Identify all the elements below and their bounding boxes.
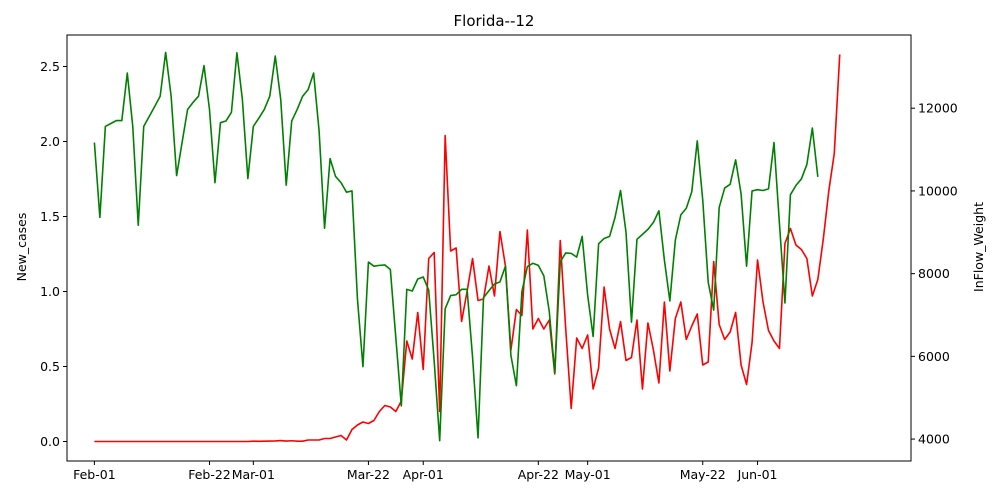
x-tick-label: Feb-22 — [188, 467, 231, 482]
x-tick-label: Feb-01 — [73, 467, 116, 482]
y-axis-title-right: InFlow_Weight — [971, 202, 986, 292]
chart-title: Florida--12 — [454, 12, 535, 30]
x-axis: Feb-01 Feb-22 Mar-01 Mar-22 Apr-01 Apr-22 May-… — [73, 461, 778, 482]
y2-tick-label: 8000 — [918, 266, 950, 281]
y-tick-label: 2.0 — [40, 134, 60, 149]
y-tick-label: 0.5 — [40, 359, 60, 374]
y-tick-label: 2.5 — [40, 59, 60, 74]
y2-tick-label: 12000 — [918, 101, 958, 116]
x-tick-label: Mar-01 — [232, 467, 275, 482]
y-tick-label: 0.0 — [40, 434, 60, 449]
x-tick-label: May-22 — [680, 467, 726, 482]
y-tick-label: 1.0 — [40, 284, 60, 299]
series-line-inflow-weight — [93, 51, 819, 442]
x-tick-label: May-01 — [565, 467, 611, 482]
x-tick-label: Apr-01 — [403, 467, 444, 482]
y-axis-left: 0.0 0.5 1.0 1.5 2.0 2.5 — [40, 59, 67, 449]
x-tick-label: Mar-22 — [347, 467, 390, 482]
y2-tick-label: 6000 — [918, 349, 950, 364]
plot-frame — [66, 34, 912, 462]
y2-tick-label: 10000 — [918, 183, 958, 198]
x-tick-label: Jun-01 — [737, 467, 778, 482]
y-tick-label: 1.5 — [40, 209, 60, 224]
plot-area — [93, 51, 841, 443]
y-axis-title-left: New_cases — [14, 213, 29, 282]
x-tick-label: Apr-22 — [518, 467, 559, 482]
y-axis-right: 4000 6000 8000 10000 12000 — [911, 101, 958, 447]
series-line-new-cases — [94, 54, 841, 443]
y2-tick-label: 4000 — [918, 432, 950, 447]
